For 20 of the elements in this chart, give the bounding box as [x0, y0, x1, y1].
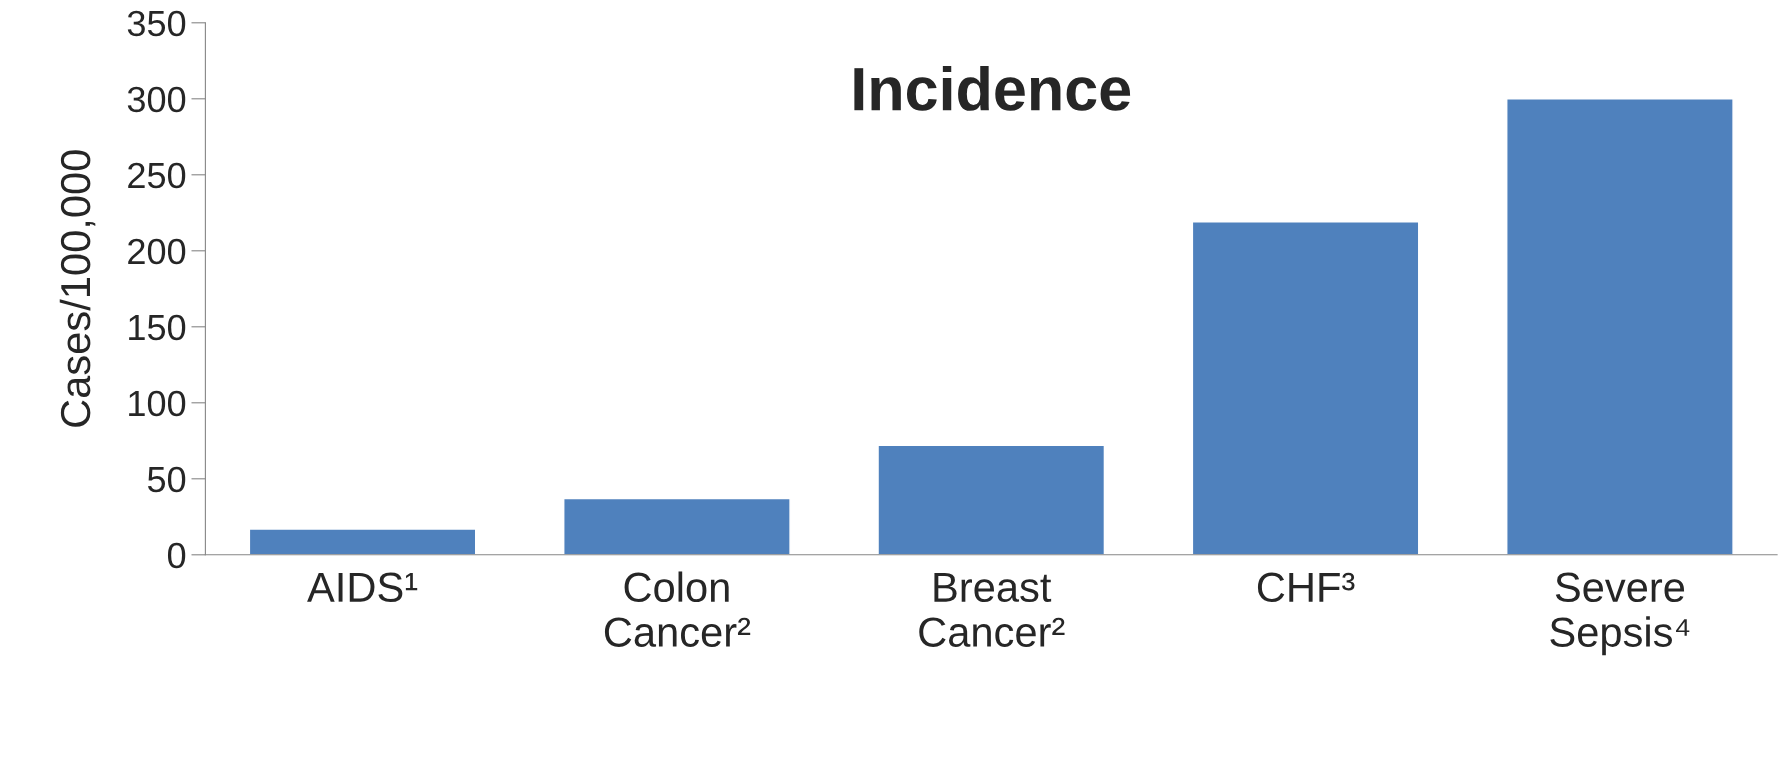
bar [1191, 221, 1420, 555]
y-tick-label: 100 [129, 390, 186, 417]
bar [248, 528, 477, 555]
y-axis-title: Cases/100,000 [59, 150, 96, 427]
x-tick-label: Severe Sepsis⁴ [1550, 572, 1690, 656]
bar [877, 444, 1106, 555]
y-tick-label: 350 [127, 10, 186, 37]
y-tick-label: 250 [128, 162, 186, 189]
y-tick-label: 200 [128, 238, 186, 265]
bar [563, 497, 791, 555]
x-tick-label: Colon Cancer² [604, 571, 751, 647]
y-tick-label: 150 [129, 314, 186, 341]
y-tick-label: 0 [167, 542, 186, 569]
bar [1506, 98, 1734, 555]
y-tick-label: 50 [147, 466, 186, 493]
x-tick-label: CHF³ [1257, 572, 1355, 603]
y-tick-label: 300 [127, 86, 186, 113]
text: Incidence [854, 65, 1131, 111]
x-tick-label: Breast Cancer² [919, 573, 1065, 647]
x-tick-label: AIDS¹ [307, 572, 418, 603]
